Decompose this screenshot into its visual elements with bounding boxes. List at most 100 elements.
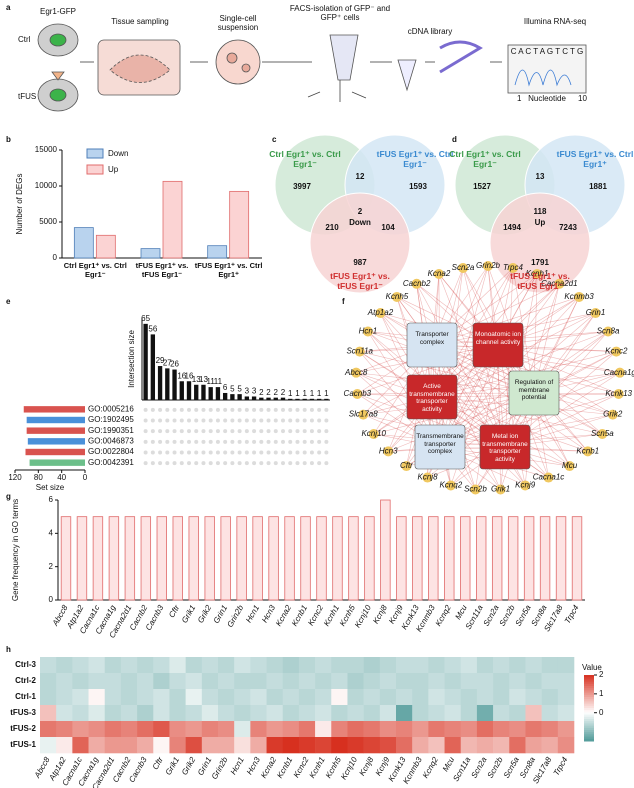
heat-cell [282,689,300,706]
term-label: Transmembrane transporter complex [416,433,464,455]
matrix-dot [324,429,329,434]
heat-cell [40,657,57,674]
x-tick-label: Cftr [167,603,181,619]
bar [26,427,86,434]
matrix-dot [266,418,271,423]
gene-label: Cacna2d1 [541,279,577,288]
bar [165,368,170,400]
col-label: Grik2 [180,755,198,777]
network-edge [396,296,506,448]
colorbar-step [584,683,594,687]
matrix-dot [208,461,213,466]
value-label: 65 [141,314,150,323]
bar [316,398,322,400]
bar [60,516,72,601]
term-box [472,322,524,368]
matrix-dot [172,439,177,444]
sequence: C A C T A G T C T G [511,47,583,56]
matrix-dot [179,407,184,412]
network-edge [475,344,499,490]
heat-cell [412,737,429,754]
matrix-dot [259,461,264,466]
gene-node [458,263,469,274]
matrix-dot [252,429,257,434]
gene-node [597,429,608,439]
matrix-dot [194,439,199,444]
y-tick-label: GO:1990351 [88,426,134,435]
x-tick-label: Kcnq2 [434,603,453,628]
heat-cell [525,721,542,738]
step-label: cDNA library [408,27,452,36]
heat-cell [72,705,89,722]
matrix-dot [215,418,220,423]
matrix-dot [194,429,199,434]
matrix-dot [187,429,191,434]
heat-cell [250,737,267,754]
matrix-dot [317,439,322,444]
bar [523,516,535,601]
heat-cell [525,689,542,706]
colorbar-step [584,677,594,680]
heat-cell [120,705,138,722]
heat-cell [428,689,445,706]
heat-cell [493,721,510,738]
matrix-dot [317,429,322,434]
heat-cell [40,705,57,722]
heat-cell [347,721,364,738]
matrix-dot [252,461,257,466]
heat-cell [509,737,526,754]
matrix-dot [215,450,220,455]
heat-cell [541,705,559,722]
bar [348,516,359,601]
gene-node [520,480,531,491]
bar [259,397,264,400]
matrix-dot [266,429,271,434]
bar [555,516,567,601]
matrix-dot [143,418,148,423]
bar [172,516,183,601]
panel-label: e [6,297,11,306]
matrix-dot [288,450,293,455]
gene-node [543,472,554,483]
colorbar-step [584,719,594,722]
matrix-dot [143,439,148,444]
venn-count: 1881 [589,182,607,191]
matrix-dot [150,461,155,466]
heat-cell [525,705,542,722]
heat-cell [428,705,445,722]
heat-cell [315,657,332,674]
matrix-dot [172,429,177,434]
matrix-dot [259,429,264,434]
matrix-dot [281,461,285,466]
gene-node [433,269,444,280]
value-label: 11 [214,377,223,386]
term-box [414,424,466,470]
bar [156,516,167,601]
heat-cell [444,721,462,738]
heat-cell [525,657,542,674]
colorbar-step [584,708,594,711]
colorbar-step [584,703,594,707]
heat-cell [476,657,494,674]
matrix-dot [165,418,170,423]
matrix-dot [259,418,264,423]
bar [273,397,278,400]
heat-cell [72,689,89,706]
heat-cell [40,737,57,754]
matrix-dot [201,450,206,455]
venn-count: 1593 [409,182,427,191]
gene-label: Scn2a [452,263,475,272]
matrix-dot [244,418,249,423]
matrix-dot [179,418,184,423]
value-label: 11 [207,377,216,386]
gene-label: Kcnj8 [418,473,439,482]
matrix-dot [295,461,300,466]
value-label: 6 [223,383,228,392]
heat-cell [218,705,235,722]
group-label: Ctrl [18,35,31,44]
matrix-dot [309,407,314,412]
colorbar-step [584,686,594,689]
bar [268,516,279,601]
